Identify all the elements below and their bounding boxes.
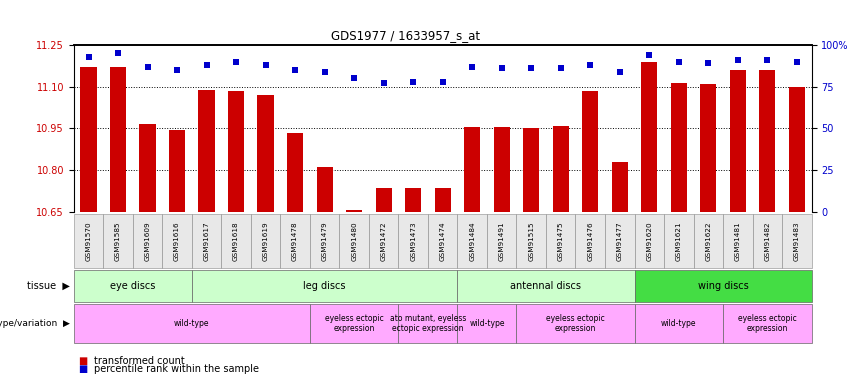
Text: ato mutant, eyeless
ectopic expression: ato mutant, eyeless ectopic expression [390, 314, 466, 333]
Text: genotype/variation  ▶: genotype/variation ▶ [0, 319, 69, 328]
Text: GSM91619: GSM91619 [263, 221, 268, 261]
Bar [405, 188, 421, 212]
Text: GSM91483: GSM91483 [794, 221, 799, 261]
Text: GSM91472: GSM91472 [381, 221, 386, 261]
Point [731, 57, 745, 63]
Text: percentile rank within the sample: percentile rank within the sample [94, 364, 259, 374]
Text: wild-type: wild-type [661, 319, 696, 328]
Bar [140, 124, 155, 212]
Bar [258, 95, 273, 212]
Bar [110, 67, 126, 212]
Bar [169, 130, 185, 212]
Bar [376, 188, 391, 212]
Text: GSM91479: GSM91479 [322, 221, 327, 261]
Text: wild-type: wild-type [470, 319, 504, 328]
Text: GSM91616: GSM91616 [174, 221, 180, 261]
Bar [464, 127, 480, 212]
Text: GSM91478: GSM91478 [293, 221, 298, 261]
Point [583, 62, 597, 68]
Point [288, 67, 302, 73]
Text: GSM91585: GSM91585 [115, 221, 121, 261]
Point [524, 65, 538, 71]
Point [613, 69, 627, 75]
Bar [317, 167, 332, 212]
Text: GSM91491: GSM91491 [499, 221, 504, 261]
Point [790, 58, 804, 64]
Text: GSM91515: GSM91515 [529, 221, 534, 261]
Text: wild-type: wild-type [174, 319, 209, 328]
Point [701, 60, 715, 66]
Bar [523, 129, 539, 212]
Point [170, 67, 184, 73]
Point [347, 75, 361, 81]
Text: leg discs: leg discs [304, 281, 345, 291]
Text: GSM91477: GSM91477 [617, 221, 622, 261]
Text: tissue  ▶: tissue ▶ [27, 281, 69, 291]
Text: GSM91476: GSM91476 [588, 221, 593, 261]
Text: GSM91617: GSM91617 [204, 221, 209, 261]
Text: eyeless ectopic
expression: eyeless ectopic expression [546, 314, 605, 333]
Point [111, 50, 125, 56]
Text: antennal discs: antennal discs [510, 281, 582, 291]
Point [377, 80, 391, 86]
Text: GSM91618: GSM91618 [233, 221, 239, 261]
Bar [199, 90, 214, 212]
Text: GSM91482: GSM91482 [765, 221, 770, 261]
Bar [435, 188, 450, 212]
Text: GSM91484: GSM91484 [470, 221, 475, 261]
Point [229, 58, 243, 64]
Point [141, 64, 155, 70]
Bar [612, 162, 628, 212]
Text: ■: ■ [78, 356, 88, 366]
Text: GSM91481: GSM91481 [735, 221, 740, 261]
Text: GSM91473: GSM91473 [411, 221, 416, 261]
Bar [494, 127, 510, 212]
Bar [346, 210, 362, 212]
Point [760, 57, 774, 63]
Text: GSM91475: GSM91475 [558, 221, 563, 261]
Bar [671, 82, 687, 212]
Bar [287, 133, 303, 212]
Point [200, 62, 214, 68]
Text: GSM91480: GSM91480 [352, 221, 357, 261]
Text: transformed count: transformed count [94, 356, 185, 366]
Bar [700, 84, 716, 212]
Text: GSM91620: GSM91620 [647, 221, 652, 261]
Text: wing discs: wing discs [698, 281, 748, 291]
Point [495, 65, 509, 71]
Point [672, 58, 686, 64]
Text: GSM91622: GSM91622 [706, 221, 711, 261]
Point [436, 79, 450, 85]
Bar [641, 62, 657, 212]
Bar [81, 67, 96, 212]
Bar [789, 87, 805, 212]
Text: ■: ■ [78, 364, 88, 374]
Point [406, 79, 420, 85]
Text: eyeless ectopic
expression: eyeless ectopic expression [738, 314, 797, 333]
Text: GSM91570: GSM91570 [86, 221, 91, 261]
Point [82, 54, 95, 60]
Point [554, 65, 568, 71]
Bar [228, 91, 244, 212]
Point [259, 62, 273, 68]
Point [465, 64, 479, 70]
Point [642, 52, 656, 58]
Title: GDS1977 / 1633957_s_at: GDS1977 / 1633957_s_at [332, 30, 480, 42]
Text: GSM91621: GSM91621 [676, 221, 681, 261]
Text: GSM91474: GSM91474 [440, 221, 445, 261]
Text: GSM91609: GSM91609 [145, 221, 150, 261]
Point [318, 69, 332, 75]
Bar [553, 126, 569, 212]
Bar [582, 91, 598, 212]
Bar [730, 70, 746, 212]
Text: eyeless ectopic
expression: eyeless ectopic expression [325, 314, 384, 333]
Bar [760, 70, 775, 212]
Text: eye discs: eye discs [110, 281, 155, 291]
